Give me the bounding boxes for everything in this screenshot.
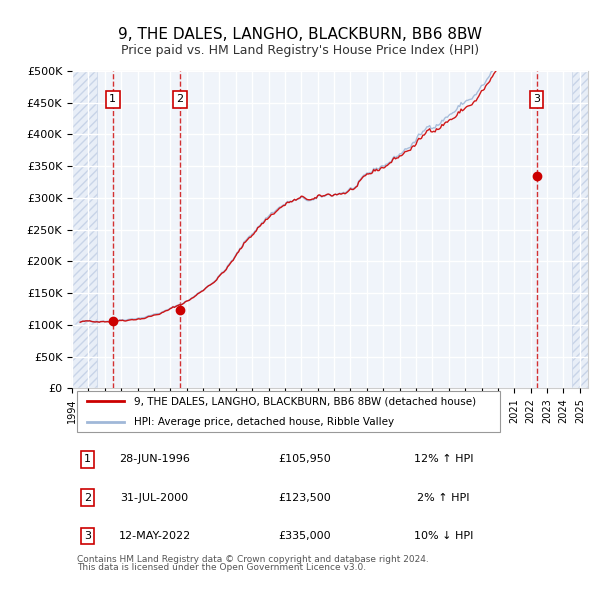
FancyBboxPatch shape: [77, 391, 500, 432]
Text: £105,950: £105,950: [278, 454, 331, 464]
Text: 31-JUL-2000: 31-JUL-2000: [121, 493, 188, 503]
Text: 12-MAY-2022: 12-MAY-2022: [118, 531, 191, 541]
Text: Contains HM Land Registry data © Crown copyright and database right 2024.: Contains HM Land Registry data © Crown c…: [77, 555, 429, 564]
Text: This data is licensed under the Open Government Licence v3.0.: This data is licensed under the Open Gov…: [77, 563, 366, 572]
Text: 3: 3: [533, 94, 540, 104]
Text: 12% ↑ HPI: 12% ↑ HPI: [414, 454, 473, 464]
Text: 10% ↓ HPI: 10% ↓ HPI: [414, 531, 473, 541]
Text: 1: 1: [84, 454, 91, 464]
Bar: [72, 71, 97, 388]
Text: 2% ↑ HPI: 2% ↑ HPI: [417, 493, 470, 503]
Text: HPI: Average price, detached house, Ribble Valley: HPI: Average price, detached house, Ribb…: [134, 417, 394, 427]
Text: 3: 3: [84, 531, 91, 541]
Text: 9, THE DALES, LANGHO, BLACKBURN, BB6 8BW (detached house): 9, THE DALES, LANGHO, BLACKBURN, BB6 8BW…: [134, 396, 476, 407]
Text: 2: 2: [176, 94, 184, 104]
Text: £335,000: £335,000: [278, 531, 331, 541]
Text: 2: 2: [84, 493, 91, 503]
Text: £123,500: £123,500: [278, 493, 331, 503]
Text: Price paid vs. HM Land Registry's House Price Index (HPI): Price paid vs. HM Land Registry's House …: [121, 44, 479, 57]
Text: 9, THE DALES, LANGHO, BLACKBURN, BB6 8BW: 9, THE DALES, LANGHO, BLACKBURN, BB6 8BW: [118, 27, 482, 41]
Text: 28-JUN-1996: 28-JUN-1996: [119, 454, 190, 464]
Bar: [572, 71, 596, 388]
Text: 1: 1: [109, 94, 116, 104]
